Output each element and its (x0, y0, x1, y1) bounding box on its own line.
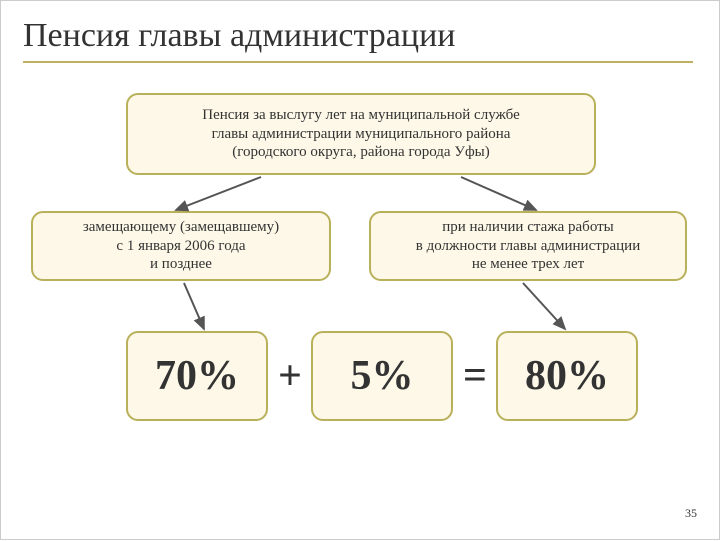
page-number: 35 (685, 506, 697, 521)
arrows-svg (1, 1, 720, 541)
